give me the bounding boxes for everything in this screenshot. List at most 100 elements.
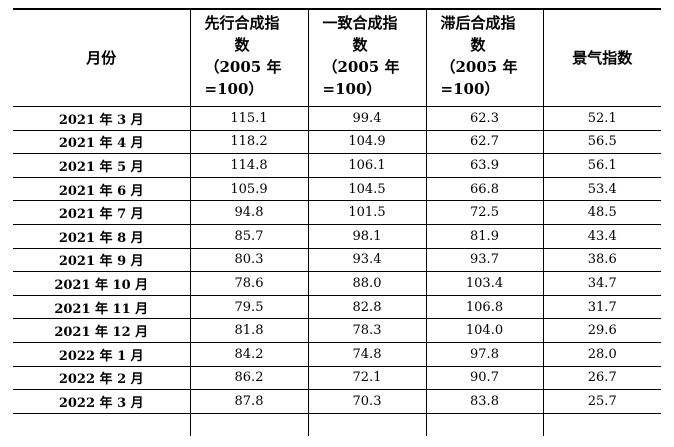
- cell-climate: 25.7: [542, 389, 661, 414]
- data-table-container: 月份 先行合成指 数 （2005 年 =100） 一致合成指 数 （2005 年…: [13, 8, 661, 436]
- header-row: 月份 先行合成指 数 （2005 年 =100） 一致合成指 数 （2005 年…: [13, 8, 661, 107]
- cell-coincident: 93.4: [307, 248, 426, 273]
- cell-climate: 26.7: [542, 366, 661, 391]
- table-row: 2021 年 12 月 81.8 78.3 104.0 29.6: [13, 318, 661, 343]
- cell-coincident: 104.9: [307, 130, 426, 155]
- cell-climate: 52.1: [542, 106, 661, 131]
- cell-coincident: 82.8: [307, 295, 426, 320]
- table-row: 2021 年 9 月 80.3 93.4 93.7 38.6: [13, 248, 661, 273]
- cell-lagging: 104.0: [425, 318, 543, 343]
- cell-lagging: 81.9: [425, 224, 543, 249]
- header-lagging-title-2: 数: [470, 36, 486, 54]
- cell-month: 2021 年 4 月: [13, 130, 190, 155]
- empty-cell: [13, 413, 190, 436]
- cell-climate: 56.1: [542, 153, 661, 178]
- cell-leading: 79.5: [189, 295, 308, 320]
- header-leading-base-1: （2005 年: [204, 58, 282, 76]
- header-leading-index: 先行合成指 数 （2005 年 =100）: [189, 8, 308, 107]
- cell-leading: 118.2: [189, 130, 308, 155]
- table-row: 2021 年 7 月 94.8 101.5 72.5 48.5: [13, 200, 661, 225]
- empty-row: [13, 413, 661, 436]
- header-coincident-base-2: =100）: [322, 80, 382, 98]
- cell-coincident: 70.3: [307, 389, 426, 414]
- cell-coincident: 74.8: [307, 342, 426, 367]
- header-leading-base-2: =100）: [204, 80, 264, 98]
- cell-lagging: 93.7: [425, 248, 543, 273]
- table-row: 2021 年 6 月 105.9 104.5 66.8 53.4: [13, 177, 661, 202]
- cell-climate: 56.5: [542, 130, 661, 155]
- cell-month: 2021 年 9 月: [13, 248, 190, 273]
- cell-month: 2021 年 3 月: [13, 106, 190, 131]
- empty-cell: [189, 413, 308, 436]
- header-leading-title-2: 数: [234, 36, 250, 54]
- header-leading-title-1: 先行合成指: [204, 14, 280, 32]
- economic-index-table: 月份 先行合成指 数 （2005 年 =100） 一致合成指 数 （2005 年…: [13, 8, 661, 436]
- cell-leading: 78.6: [189, 271, 308, 296]
- cell-leading: 86.2: [189, 366, 308, 391]
- cell-coincident: 99.4: [307, 106, 426, 131]
- cell-leading: 84.2: [189, 342, 308, 367]
- cell-lagging: 72.5: [425, 200, 543, 225]
- table-row: 2022 年 3 月 87.8 70.3 83.8 25.7: [13, 389, 661, 414]
- cell-climate: 43.4: [542, 224, 661, 249]
- cell-climate: 28.0: [542, 342, 661, 367]
- cell-lagging: 62.3: [425, 106, 543, 131]
- cell-climate: 34.7: [542, 271, 661, 296]
- cell-month: 2021 年 7 月: [13, 200, 190, 225]
- cell-month: 2022 年 3 月: [13, 389, 190, 414]
- cell-lagging: 106.8: [425, 295, 543, 320]
- header-coincident-title-2: 数: [352, 36, 368, 54]
- cell-leading: 114.8: [189, 153, 308, 178]
- cell-climate: 29.6: [542, 318, 661, 343]
- cell-coincident: 88.0: [307, 271, 426, 296]
- cell-lagging: 62.7: [425, 130, 543, 155]
- cell-coincident: 72.1: [307, 366, 426, 391]
- header-lagging-base-2: =100）: [440, 80, 500, 98]
- cell-lagging: 63.9: [425, 153, 543, 178]
- header-coincident-index: 一致合成指 数 （2005 年 =100）: [307, 8, 426, 107]
- cell-month: 2021 年 10 月: [13, 271, 190, 296]
- cell-climate: 38.6: [542, 248, 661, 273]
- cell-climate: 48.5: [542, 200, 661, 225]
- table-row: 2021 年 4 月 118.2 104.9 62.7 56.5: [13, 130, 661, 155]
- cell-month: 2021 年 11 月: [13, 295, 190, 320]
- header-month: 月份: [13, 8, 190, 107]
- cell-coincident: 101.5: [307, 200, 426, 225]
- empty-cell: [425, 413, 543, 436]
- cell-leading: 81.8: [189, 318, 308, 343]
- cell-month: 2022 年 2 月: [13, 366, 190, 391]
- cell-month: 2021 年 5 月: [13, 153, 190, 178]
- table-row: 2021 年 3 月 115.1 99.4 62.3 52.1: [13, 106, 661, 131]
- cell-climate: 31.7: [542, 295, 661, 320]
- table-row: 2021 年 10 月 78.6 88.0 103.4 34.7: [13, 271, 661, 296]
- header-climate-index: 景气指数: [542, 8, 661, 107]
- cell-coincident: 98.1: [307, 224, 426, 249]
- cell-leading: 115.1: [189, 106, 308, 131]
- cell-month: 2021 年 8 月: [13, 224, 190, 249]
- header-coincident-base-1: （2005 年: [322, 58, 400, 76]
- table-row: 2022 年 1 月 84.2 74.8 97.8 28.0: [13, 342, 661, 367]
- cell-lagging: 83.8: [425, 389, 543, 414]
- table-row: 2022 年 2 月 86.2 72.1 90.7 26.7: [13, 366, 661, 391]
- cell-climate: 53.4: [542, 177, 661, 202]
- cell-leading: 94.8: [189, 200, 308, 225]
- cell-leading: 80.3: [189, 248, 308, 273]
- cell-coincident: 78.3: [307, 318, 426, 343]
- cell-coincident: 106.1: [307, 153, 426, 178]
- cell-lagging: 97.8: [425, 342, 543, 367]
- cell-coincident: 104.5: [307, 177, 426, 202]
- empty-cell: [307, 413, 426, 436]
- cell-lagging: 103.4: [425, 271, 543, 296]
- header-lagging-title-1: 滞后合成指: [440, 14, 516, 32]
- header-coincident-title-1: 一致合成指: [322, 14, 398, 32]
- cell-lagging: 90.7: [425, 366, 543, 391]
- table-row: 2021 年 5 月 114.8 106.1 63.9 56.1: [13, 153, 661, 178]
- empty-cell: [542, 413, 661, 436]
- table-row: 2021 年 8 月 85.7 98.1 81.9 43.4: [13, 224, 661, 249]
- cell-month: 2021 年 12 月: [13, 318, 190, 343]
- table-body: 2021 年 3 月 115.1 99.4 62.3 52.1 2021 年 4 月 118…: [13, 106, 661, 436]
- header-lagging-index: 滞后合成指 数 （2005 年 =100）: [425, 8, 543, 107]
- header-lagging-base-1: （2005 年: [440, 58, 518, 76]
- table-row: 2021 年 11 月 79.5 82.8 106.8 31.7: [13, 295, 661, 320]
- cell-leading: 105.9: [189, 177, 308, 202]
